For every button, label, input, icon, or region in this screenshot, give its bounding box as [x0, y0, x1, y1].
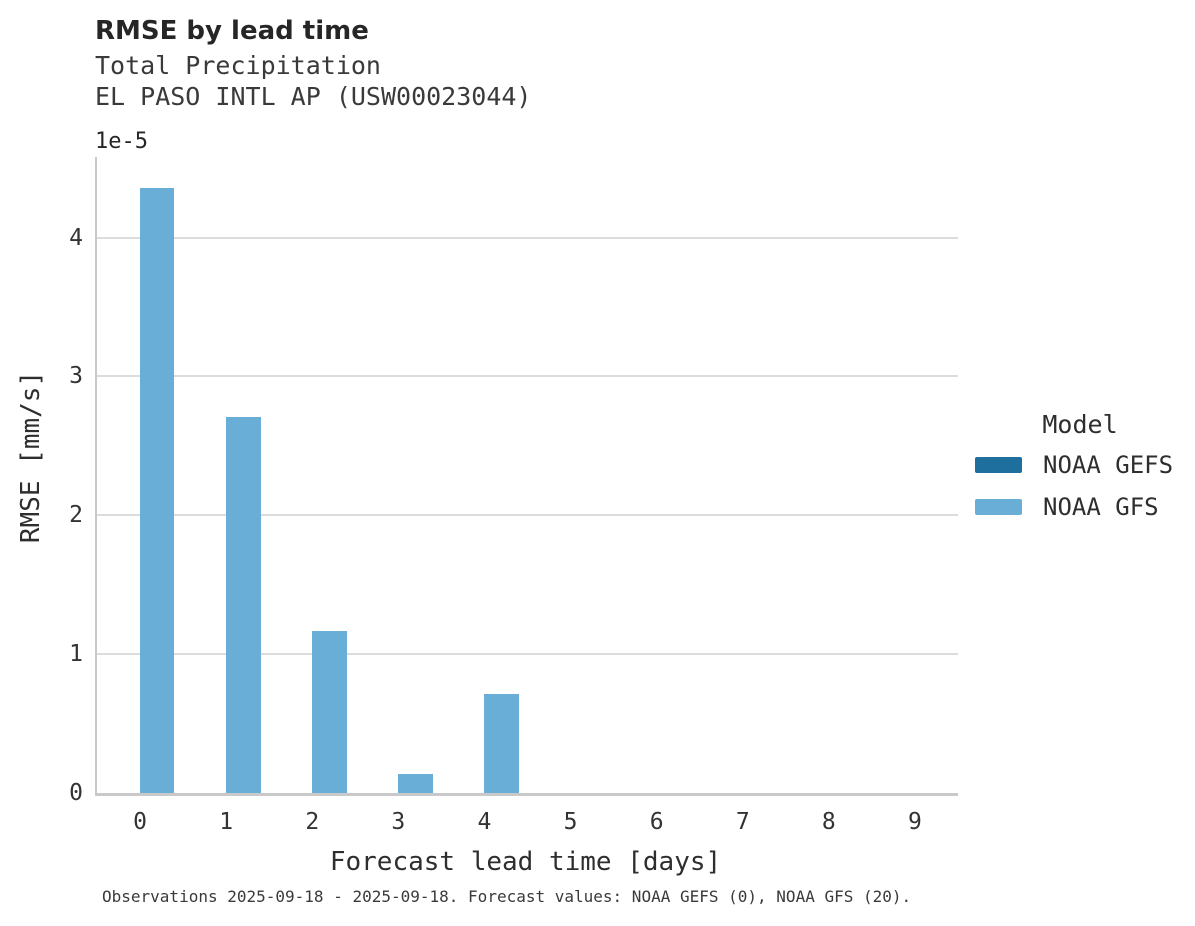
x-tick-label-8: 8: [821, 809, 836, 835]
y-tick-label-1: 1: [69, 641, 83, 668]
bar-noaa-gfs-lead-1: [226, 416, 261, 793]
bar-noaa-gfs-lead-0: [140, 187, 175, 793]
x-tick-label-9: 9: [908, 809, 922, 835]
chart-subtitle-variable: Total Precipitation: [95, 51, 381, 80]
y-tick-label-0: 0: [69, 780, 83, 806]
y-tick-label-4: 4: [69, 224, 83, 251]
x-tick-label-1: 1: [219, 809, 234, 835]
footer-caption: Observations 2025-09-18 - 2025-09-18. Fo…: [102, 887, 912, 906]
plot-area: 0 1 2 3 4 0 1 2 3 4 5 6 7 8 9: [69, 157, 958, 835]
gridline-y-3: [97, 375, 958, 378]
legend-items: NOAA GEFS NOAA GFS: [965, 451, 1195, 521]
x-tick-label-3: 3: [391, 809, 406, 835]
y-tick-label-2: 2: [69, 502, 83, 529]
legend-label: NOAA GFS: [1043, 493, 1159, 521]
bar-noaa-gfs-lead-2: [312, 630, 347, 793]
chart-title: RMSE by lead time: [95, 16, 369, 46]
y-axis-label: RMSE [mm/s]: [16, 370, 46, 544]
x-axis-label: Forecast lead time [days]: [329, 847, 722, 877]
legend-swatch-icon: [975, 499, 1022, 515]
x-tick-label-7: 7: [735, 809, 750, 835]
x-tick-label-5: 5: [563, 809, 578, 835]
y-tick-label-3: 3: [69, 363, 83, 390]
legend-label: NOAA GEFS: [1043, 451, 1174, 479]
x-tick-label-0: 0: [133, 809, 147, 835]
bar-noaa-gfs-lead-4: [484, 694, 519, 793]
gridline-y-2: [97, 514, 958, 517]
y-axis-offset-label: 1e-5: [95, 129, 148, 154]
x-tick-label-6: 6: [649, 809, 664, 835]
gridline-y-4: [97, 236, 958, 239]
legend-swatch-icon: [975, 457, 1022, 473]
bar-noaa-gfs-lead-3: [398, 773, 433, 793]
legend-row-noaa-gfs: NOAA GFS: [965, 493, 1195, 521]
gridline-y-1: [97, 653, 958, 656]
chart-subtitle-station: EL PASO INTL AP (USW00023044): [95, 82, 532, 111]
legend-row-noaa-gefs: NOAA GEFS: [965, 451, 1195, 479]
legend: Model NOAA GEFS NOAA GFS: [965, 410, 1195, 535]
legend-title: Model: [1042, 410, 1118, 439]
x-tick-label-2: 2: [305, 809, 320, 835]
x-tick-label-4: 4: [477, 809, 492, 835]
